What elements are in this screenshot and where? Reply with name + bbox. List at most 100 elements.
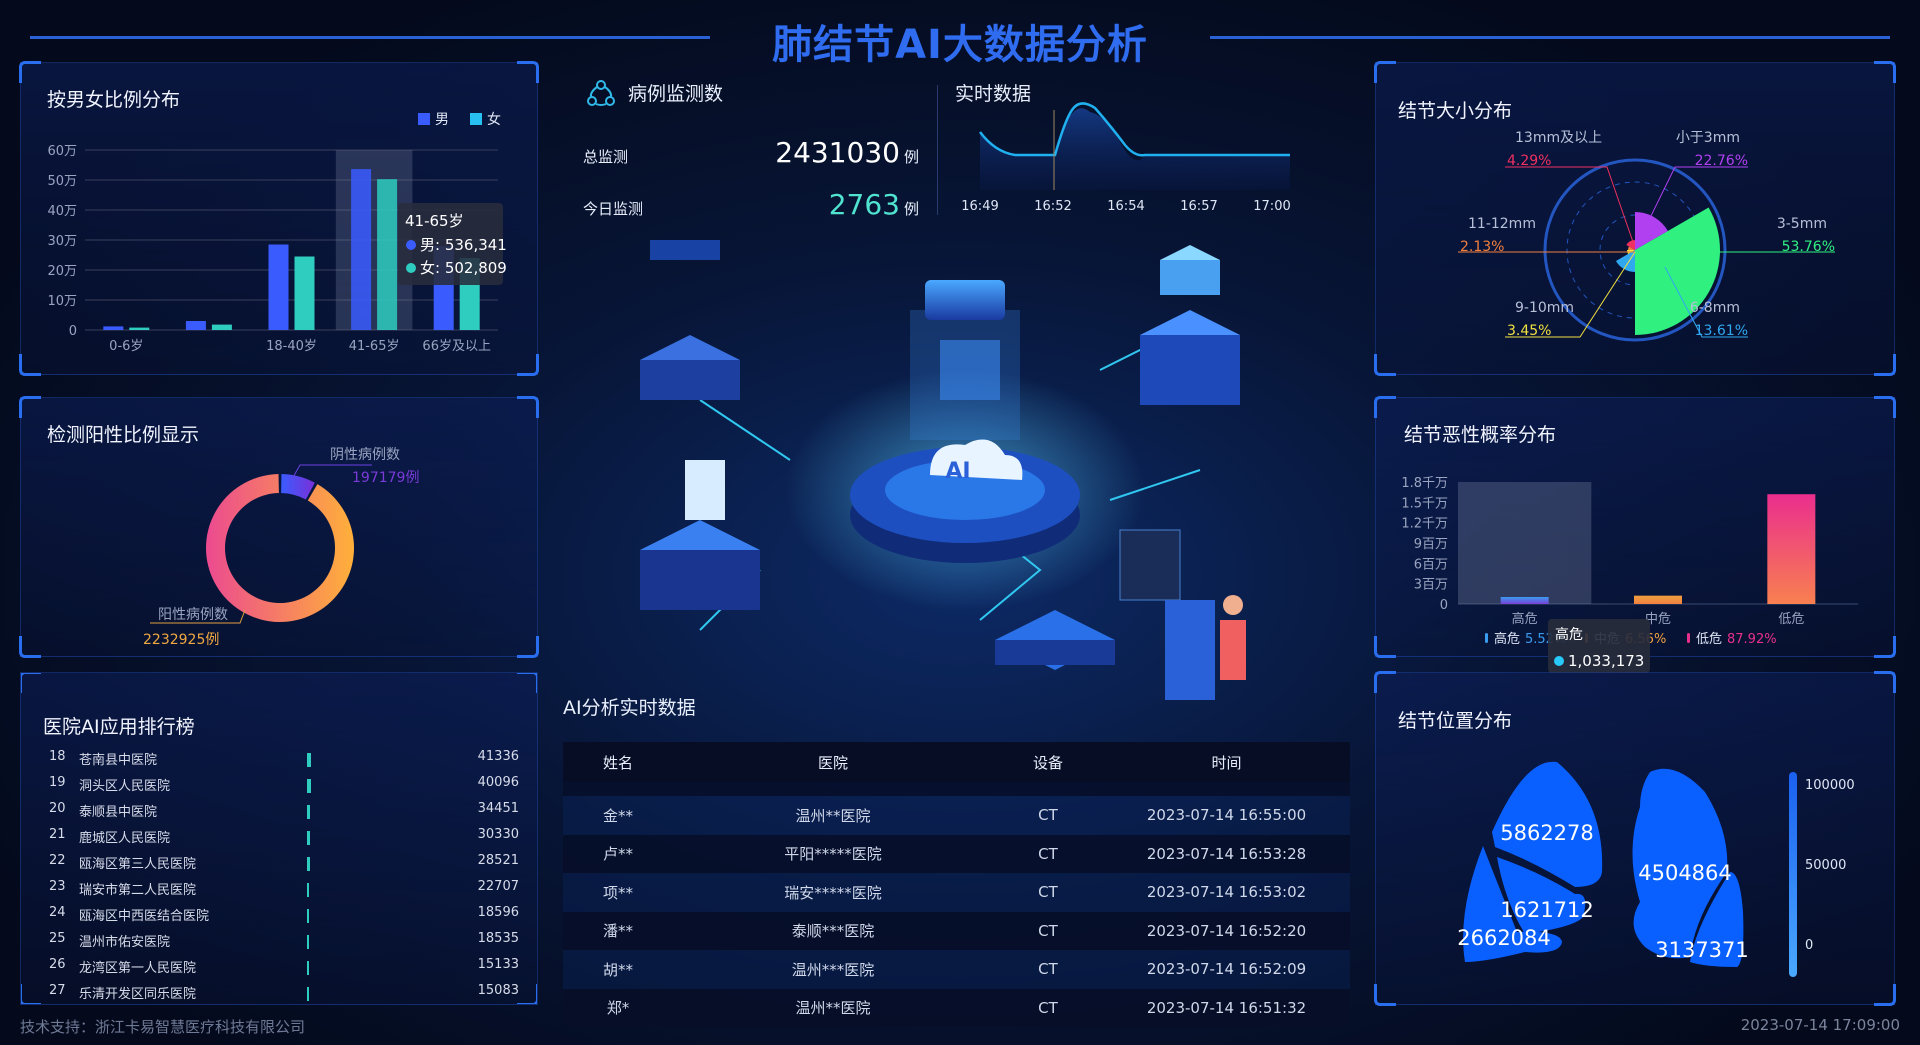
- bar-male[interactable]: [268, 244, 289, 331]
- y-tick-label: 3百万: [1414, 578, 1448, 593]
- hospital-name: 龙湾区第一人民医院: [79, 961, 197, 976]
- x-tick-label: 中危: [1645, 612, 1671, 627]
- table-row[interactable]: 项** 瑞安*****医院 CT 2023-07-14 16:53:02: [563, 873, 1350, 912]
- rank-bar: [307, 909, 309, 923]
- lung-label: 4504864: [1638, 861, 1732, 885]
- legend-female: 女: [487, 111, 501, 128]
- panel-title: 结节大小分布: [1398, 100, 1513, 122]
- cell-device: CT: [1038, 921, 1058, 940]
- table-row[interactable]: 胡** 温州***医院 CT 2023-07-14 16:52:09: [563, 950, 1350, 989]
- donut-slice[interactable]: [281, 474, 315, 500]
- x-tick-label: 41-65岁: [349, 339, 400, 354]
- ranking-item[interactable]: 18 苍南县中医院 41336: [49, 749, 519, 773]
- lung-label: 3137371: [1655, 938, 1749, 962]
- x-tick-label: 16:49: [961, 199, 998, 214]
- bar[interactable]: [1767, 494, 1816, 604]
- total-label: 总监测: [583, 148, 629, 166]
- legend-marker: [1687, 633, 1690, 643]
- rank-bar: [307, 857, 310, 871]
- bar[interactable]: [1634, 595, 1682, 604]
- bar-male[interactable]: [185, 321, 206, 330]
- bar-female[interactable]: [211, 324, 232, 330]
- legend-female-swatch: [470, 113, 482, 125]
- rank-value: 34451: [477, 801, 519, 816]
- label-line: [1505, 166, 1634, 243]
- hospital-name: 瓯海区第三人民医院: [79, 857, 197, 872]
- y-tick-label: 1.8千万: [1401, 476, 1448, 491]
- rose-slice[interactable]: [1628, 246, 1635, 251]
- bar[interactable]: [1500, 596, 1549, 604]
- size-rose-chart: 小于3mm 22.76% 3-5mm 53.76% 6-8mm 13.61% 9-10mm 3…: [1458, 130, 1835, 342]
- ranking-item[interactable]: 27 乐清开发区同乐医院 15083: [49, 983, 519, 1004]
- label-line: [1646, 166, 1748, 225]
- lung-right-middle[interactable]: [1497, 857, 1586, 934]
- donut-slice[interactable]: [206, 474, 355, 622]
- ranking-item[interactable]: 24 瓯海区中西医结合医院 18596: [49, 905, 519, 929]
- lung-label: 5862278: [1500, 821, 1594, 845]
- table-row[interactable]: 潘** 泰顺***医院 CT 2023-07-14 16:52:20: [563, 911, 1350, 950]
- bar-male[interactable]: [103, 326, 124, 330]
- x-tick-label: 16:52: [1034, 199, 1071, 214]
- malignancy-bar-chart: 03百万6百万9百万1.2千万1.5千万1.8千万高危中危低危高危5.52%中危…: [1401, 476, 1858, 673]
- label-line: [150, 609, 246, 624]
- panel-title: 检测阳性比例显示: [47, 424, 200, 446]
- share-nodes-icon: [587, 80, 615, 106]
- ranking-item[interactable]: 20 泰顺县中医院 34451: [49, 801, 519, 825]
- y-tick-label: 60万: [47, 144, 77, 159]
- realtime-area-chart: 16:49 16:52 16:54 16:57 17:00: [961, 102, 1291, 214]
- ranking-item[interactable]: 22 瓯海区第三人民医院 28521: [49, 853, 519, 877]
- table-row[interactable]: 郑* 温州**医院 CT 2023-07-14 16:51:32: [563, 988, 1350, 1027]
- x-tick-label: 16:57: [1180, 199, 1217, 214]
- slice-label: 6-8mm: [1690, 300, 1740, 316]
- lung-left-lower[interactable]: [1690, 872, 1744, 967]
- slice-percent: 13.61%: [1695, 323, 1748, 339]
- lung-right-upper[interactable]: [1492, 761, 1603, 887]
- slice-percent: 53.76%: [1782, 239, 1835, 255]
- y-tick-label: 20万: [47, 264, 77, 279]
- ranking-item[interactable]: 23 瑞安市第二人民医院 22707: [49, 879, 519, 903]
- tooltip-value: 1,033,173: [1568, 652, 1644, 670]
- lung-left-upper[interactable]: [1632, 768, 1728, 959]
- tooltip-dot: [406, 263, 416, 273]
- cell-hospital: 瑞安*****医院: [784, 883, 882, 902]
- ranking-item[interactable]: 21 鹿城区人民医院 30330: [49, 827, 519, 851]
- hospital-name: 鹿城区人民医院: [79, 831, 171, 846]
- ranking-item[interactable]: 19 洞头区人民医院 40096: [49, 775, 519, 799]
- tooltip-male: 男: 536,341: [420, 236, 507, 254]
- rose-slice[interactable]: [1615, 250, 1635, 272]
- rose-slice[interactable]: [1635, 212, 1668, 250]
- rose-slice[interactable]: [1635, 207, 1720, 336]
- rank-bar: [307, 987, 309, 1001]
- slice-label: 阴性病例数: [330, 447, 400, 463]
- y-tick-label: 40万: [47, 204, 77, 219]
- cell-device: CT: [1038, 883, 1058, 902]
- bar-female[interactable]: [129, 327, 150, 330]
- rank-number: 20: [49, 801, 66, 816]
- table-row[interactable]: 卢** 平阳*****医院 CT 2023-07-14 16:53:28: [563, 834, 1350, 873]
- bar-female[interactable]: [377, 179, 398, 330]
- y-tick-label: 6百万: [1414, 557, 1448, 572]
- y-tick-label: 9百万: [1414, 537, 1448, 552]
- x-tick-label: 18-40岁: [266, 339, 317, 354]
- table-row[interactable]: 金** 温州**医院 CT 2023-07-14 16:55:00: [563, 796, 1350, 835]
- hospital-name: 乐清开发区同乐医院: [79, 987, 197, 1002]
- lung-right-lower[interactable]: [1463, 846, 1562, 962]
- y-tick-label: 1.5千万: [1401, 496, 1448, 511]
- rank-number: 25: [49, 931, 66, 946]
- cell-name: 潘**: [602, 922, 633, 941]
- hover-highlight: [1458, 482, 1592, 604]
- rank-bar: [307, 753, 311, 767]
- ranking-item[interactable]: 25 温州市佑安医院 18535: [49, 931, 519, 955]
- cell-time: 2023-07-14 16:55:00: [1146, 806, 1307, 825]
- scale-label: 0: [1805, 938, 1813, 953]
- bar-male[interactable]: [351, 169, 372, 330]
- panel-title: 结节位置分布: [1398, 710, 1513, 732]
- ranking-item[interactable]: 26 龙湾区第一人民医院 15133: [49, 957, 519, 981]
- visual-map-slider[interactable]: [1789, 772, 1797, 977]
- cell-hospital: 平阳*****医院: [784, 845, 882, 864]
- hospital-name: 瓯海区中西医结合医院: [79, 909, 210, 924]
- rose-slice[interactable]: [1626, 240, 1635, 250]
- bar-female[interactable]: [294, 256, 315, 331]
- cell-hospital: 温州**医院: [795, 999, 871, 1018]
